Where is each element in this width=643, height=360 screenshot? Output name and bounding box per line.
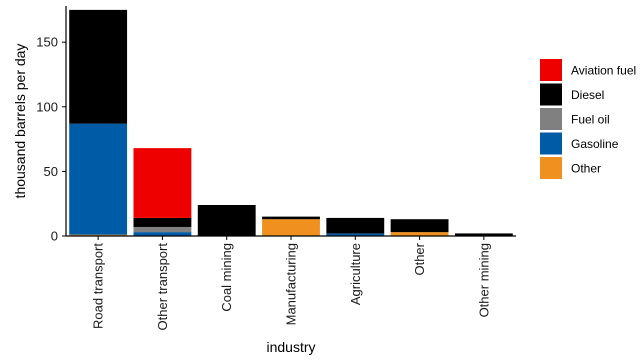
legend-key-other xyxy=(540,157,562,179)
legend-key-fuel-oil xyxy=(540,108,562,130)
bar-road-transport-diesel xyxy=(69,9,128,124)
bar-other-transport-aviation-fuel xyxy=(133,148,192,218)
legend-label-gasoline: Gasoline xyxy=(571,137,619,151)
legend-label-diesel: Diesel xyxy=(571,88,604,102)
x-tick-label-other-transport: Other transport xyxy=(155,243,170,331)
bar-other-other xyxy=(390,232,449,236)
bar-road-transport-gasoline xyxy=(69,123,128,235)
x-tick-label-road-transport: Road transport xyxy=(91,243,106,329)
legend-key-diesel xyxy=(540,83,562,106)
bars-group xyxy=(69,9,513,236)
y-tick-label-100: 100 xyxy=(36,99,58,114)
bar-other-diesel xyxy=(390,219,449,233)
legend-label-aviation-fuel: Aviation fuel xyxy=(571,64,636,78)
x-tick-label-other-mining: Other mining xyxy=(476,243,491,317)
legend-key-gasoline xyxy=(540,132,562,155)
bar-other-mining-diesel xyxy=(454,233,513,236)
legend-label-other: Other xyxy=(571,162,601,176)
bar-manufacturing-other xyxy=(262,219,320,236)
y-axis: 0 50 100 150 xyxy=(36,6,67,244)
y-axis-title: thousand barrels per day xyxy=(12,44,28,199)
bar-manufacturing-diesel xyxy=(262,216,320,220)
bar-road-transport-other xyxy=(69,234,128,236)
y-tick-label-0: 0 xyxy=(51,229,58,244)
x-tick-label-other: Other xyxy=(412,242,427,275)
bar-agriculture-diesel xyxy=(326,217,385,234)
bar-other-transport-diesel xyxy=(133,217,192,227)
bar-agriculture-gasoline xyxy=(326,233,385,236)
legend-key-aviation-fuel xyxy=(540,59,562,81)
legend: Aviation fuel Diesel Fuel oil Gasoline Other xyxy=(540,59,636,179)
y-tick-label-50: 50 xyxy=(44,164,58,179)
x-axis: Road transport Other transport Coal mining… xyxy=(66,235,516,331)
x-tick-label-manufacturing: Manufacturing xyxy=(284,243,299,325)
x-axis-title: industry xyxy=(266,339,315,355)
bar-other-transport-fuel-oil xyxy=(133,226,192,233)
y-tick-label-150: 150 xyxy=(36,35,58,50)
legend-label-fuel-oil: Fuel oil xyxy=(571,113,610,127)
bar-coal-mining-diesel xyxy=(197,204,256,236)
x-tick-label-agriculture: Agriculture xyxy=(348,243,363,305)
x-tick-label-coal-mining: Coal mining xyxy=(219,243,234,312)
bar-other-transport-gasoline xyxy=(133,232,192,236)
